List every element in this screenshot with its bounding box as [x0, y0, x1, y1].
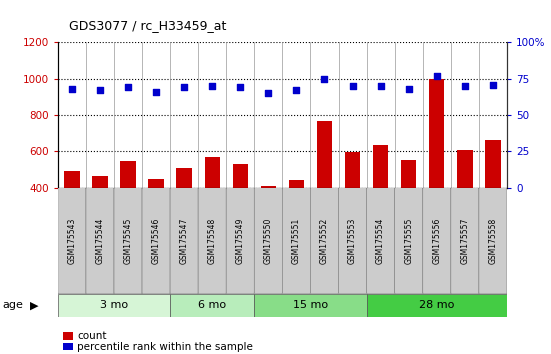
Text: 15 mo: 15 mo	[293, 300, 328, 310]
Text: GSM175557: GSM175557	[460, 217, 469, 264]
FancyBboxPatch shape	[479, 188, 507, 294]
Bar	[429, 79, 445, 260]
Point	[123, 85, 132, 90]
Bar	[373, 145, 388, 260]
FancyBboxPatch shape	[170, 188, 198, 294]
Text: count: count	[77, 331, 107, 341]
FancyBboxPatch shape	[395, 188, 423, 294]
Bar	[64, 171, 79, 260]
Text: GSM175553: GSM175553	[348, 217, 357, 264]
FancyBboxPatch shape	[58, 188, 86, 294]
Bar	[317, 121, 332, 260]
Bar	[148, 179, 164, 260]
Point	[320, 76, 329, 81]
Text: GSM175551: GSM175551	[292, 218, 301, 264]
Bar	[170, 294, 255, 317]
Text: 6 mo: 6 mo	[198, 300, 226, 310]
Bar	[233, 164, 248, 260]
Bar	[485, 139, 501, 260]
Text: GSM175548: GSM175548	[208, 218, 217, 264]
Point	[95, 87, 104, 93]
Point	[348, 83, 357, 89]
Point	[433, 73, 441, 79]
Point	[152, 89, 160, 95]
Text: ▶: ▶	[30, 300, 39, 310]
Bar	[401, 160, 417, 260]
Bar	[92, 176, 107, 260]
Text: 3 mo: 3 mo	[100, 300, 128, 310]
Text: GSM175545: GSM175545	[123, 217, 133, 264]
Text: percentile rank within the sample: percentile rank within the sample	[77, 342, 253, 352]
FancyBboxPatch shape	[86, 188, 114, 294]
Bar	[345, 152, 360, 260]
Bar	[261, 186, 276, 260]
Text: GSM175555: GSM175555	[404, 217, 413, 264]
Bar	[366, 294, 507, 317]
Bar	[58, 294, 170, 317]
Bar	[120, 161, 136, 260]
FancyBboxPatch shape	[114, 188, 142, 294]
Text: GSM175547: GSM175547	[180, 217, 188, 264]
Text: GSM175552: GSM175552	[320, 218, 329, 264]
Point	[489, 82, 498, 87]
FancyBboxPatch shape	[198, 188, 226, 294]
Text: GSM175554: GSM175554	[376, 217, 385, 264]
FancyBboxPatch shape	[142, 188, 170, 294]
Bar	[204, 157, 220, 260]
FancyBboxPatch shape	[310, 188, 338, 294]
Text: GSM175543: GSM175543	[67, 217, 77, 264]
Bar	[176, 168, 192, 260]
Point	[180, 85, 188, 90]
Text: age: age	[3, 300, 24, 310]
FancyBboxPatch shape	[255, 188, 282, 294]
FancyBboxPatch shape	[226, 188, 255, 294]
Point	[292, 87, 301, 93]
Text: 28 mo: 28 mo	[419, 300, 455, 310]
FancyBboxPatch shape	[338, 188, 366, 294]
Text: GSM175558: GSM175558	[488, 218, 498, 264]
Point	[208, 83, 217, 89]
Text: GSM175556: GSM175556	[432, 217, 441, 264]
Point	[264, 90, 273, 96]
Text: GSM175549: GSM175549	[236, 217, 245, 264]
Point	[376, 83, 385, 89]
Bar	[457, 150, 473, 260]
FancyBboxPatch shape	[423, 188, 451, 294]
Text: GSM175544: GSM175544	[95, 217, 105, 264]
FancyBboxPatch shape	[366, 188, 395, 294]
FancyBboxPatch shape	[451, 188, 479, 294]
Point	[404, 86, 413, 92]
Point	[236, 85, 245, 90]
Point	[67, 86, 76, 92]
Point	[461, 83, 469, 89]
FancyBboxPatch shape	[282, 188, 310, 294]
Bar	[289, 181, 304, 260]
Text: GSM175550: GSM175550	[264, 217, 273, 264]
Bar	[255, 294, 366, 317]
Text: GSM175546: GSM175546	[152, 217, 160, 264]
Text: GDS3077 / rc_H33459_at: GDS3077 / rc_H33459_at	[69, 19, 226, 32]
